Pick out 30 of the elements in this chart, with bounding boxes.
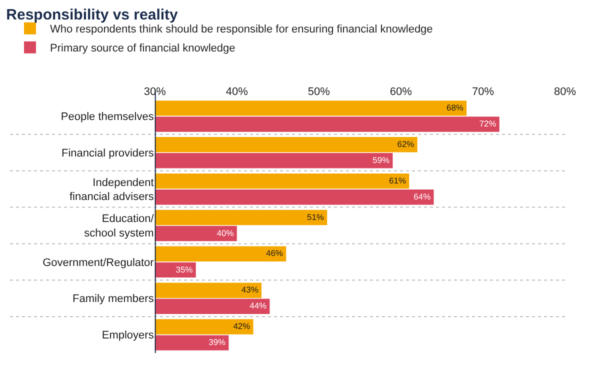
data-label: 64% [414, 191, 432, 202]
y-tick-label: Financial providers [62, 147, 154, 160]
x-tick-label: 30% [144, 86, 166, 98]
data-label: 40% [216, 228, 234, 238]
data-label: 46% [266, 248, 284, 258]
data-label: 51% [307, 212, 324, 222]
data-label: 44% [250, 300, 268, 311]
y-tick-label: People themselves [60, 111, 154, 124]
data-label: 62% [397, 138, 415, 149]
legend-label: Who respondents think should be responsible for ensuring financial knowledge [50, 24, 433, 36]
data-label: 59% [372, 154, 390, 165]
data-label: 43% [241, 284, 259, 295]
data-label: 35% [176, 264, 194, 274]
legend-label: Primary source of financial knowledge [50, 42, 236, 55]
x-tick-label: 50% [308, 86, 330, 98]
x-tick-label: 60% [390, 86, 412, 98]
y-tick-label: Independent financial advisers [69, 176, 154, 204]
data-label: 68% [446, 102, 464, 113]
x-tick-label: 80% [554, 86, 576, 98]
data-label: 72% [479, 118, 497, 129]
y-tick-label: Education/ school system [84, 213, 155, 240]
x-tick-label: 70% [472, 86, 494, 98]
x-tick-label: 40% [226, 86, 248, 98]
data-label: 61% [389, 175, 406, 186]
data-label: 42% [233, 321, 251, 332]
chart-title: Responsibility vs reality [6, 6, 179, 24]
y-tick-label: Government/Regulator [42, 256, 154, 269]
y-tick-label: Employers [102, 330, 154, 342]
data-label: 39% [208, 337, 226, 348]
y-tick-label: Family members [72, 293, 154, 306]
